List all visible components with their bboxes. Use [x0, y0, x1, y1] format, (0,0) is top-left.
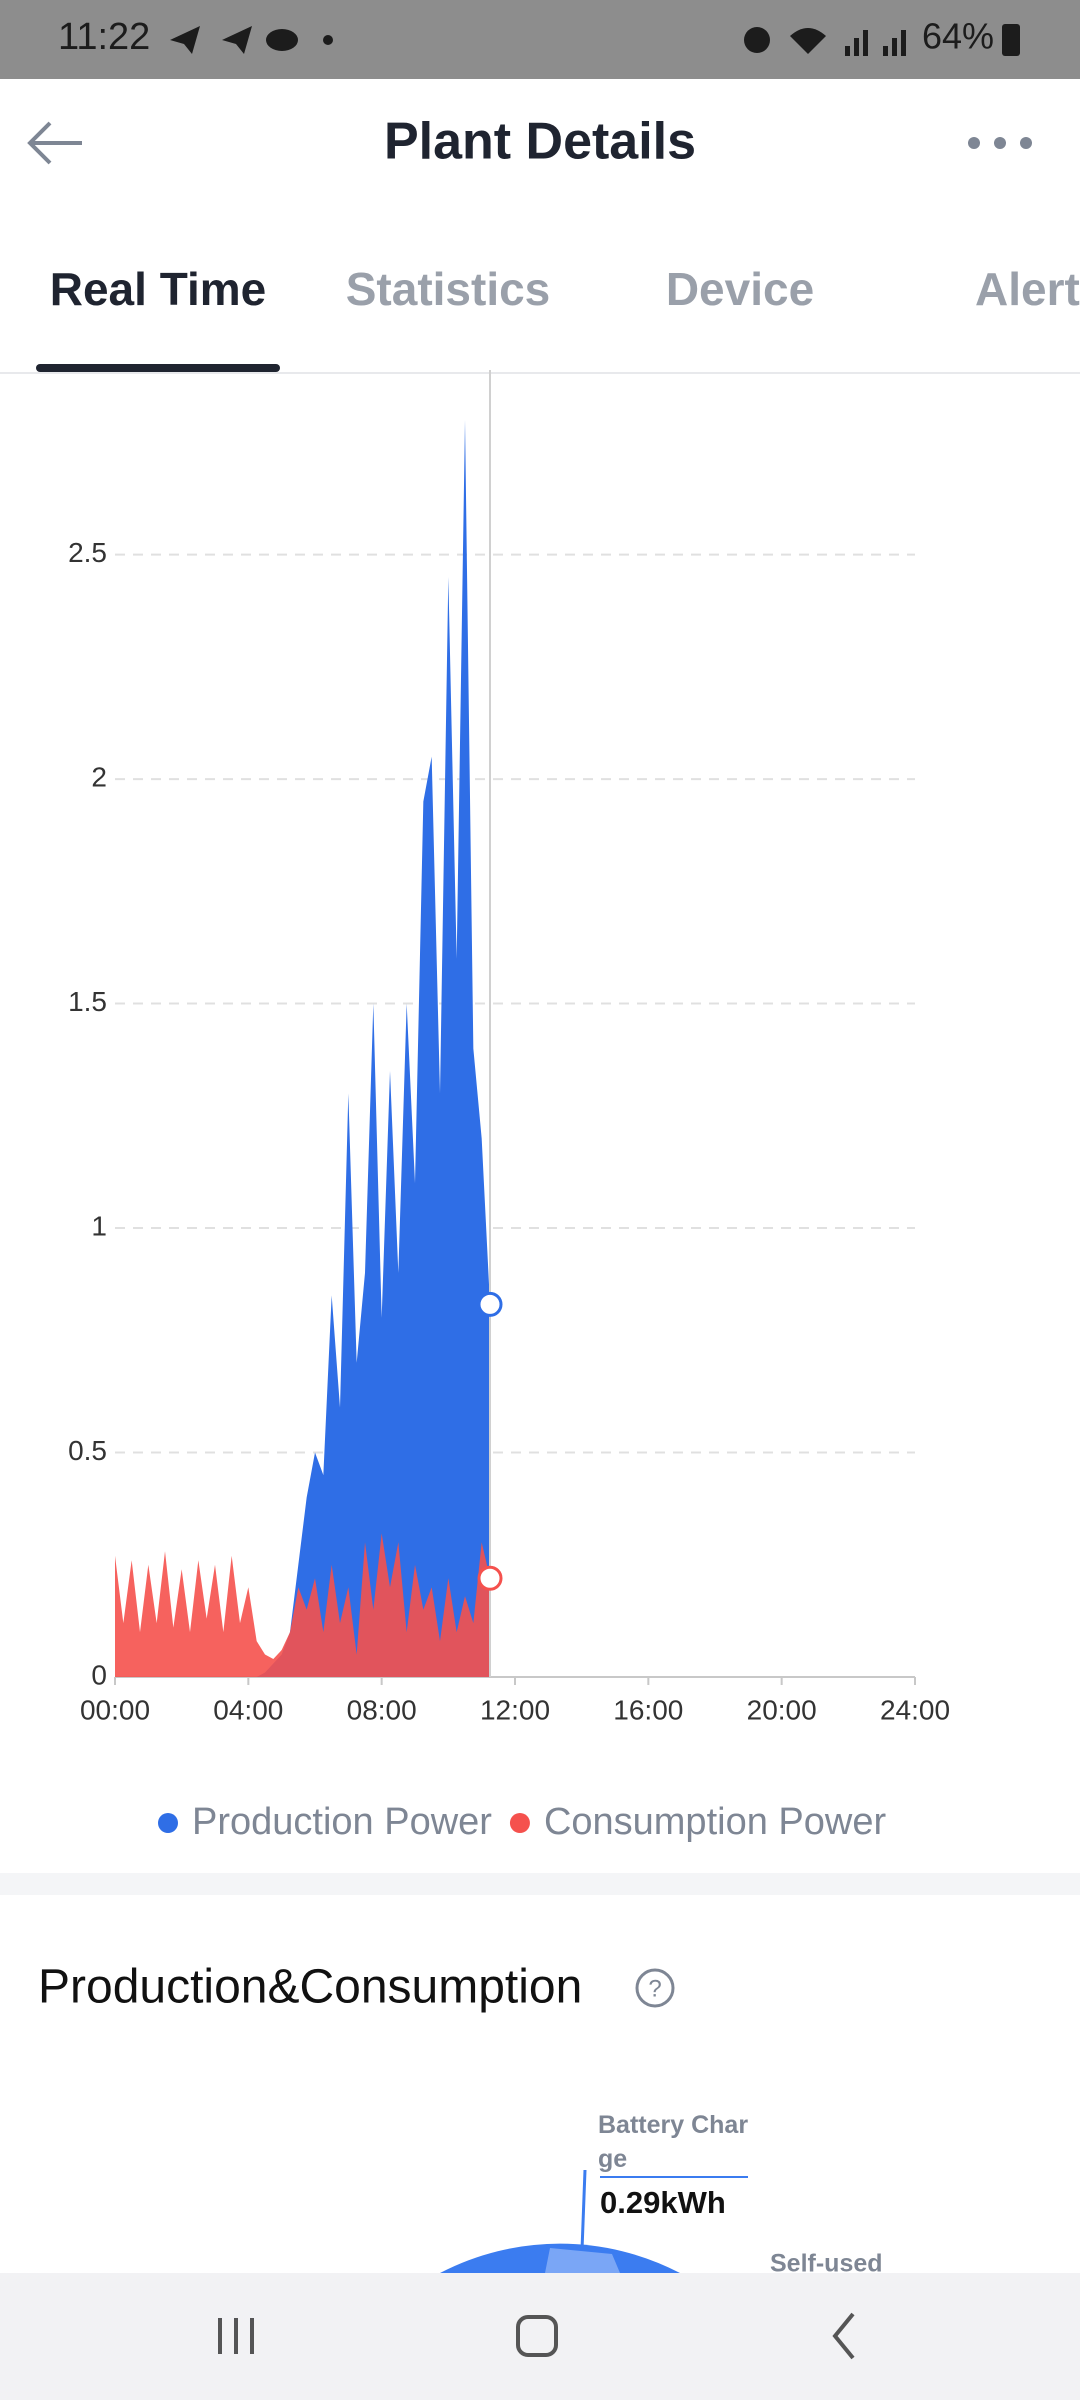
- y-tick-label: 2.5: [68, 537, 107, 568]
- y-tick-label: 1.5: [68, 986, 107, 1017]
- nav-recents[interactable]: [218, 2318, 254, 2354]
- nav-back[interactable]: [832, 2312, 855, 2360]
- tab[interactable]: Real Time: [50, 263, 266, 315]
- legend-label: Consumption Power: [544, 1801, 887, 1843]
- nav-buttons: [218, 2312, 855, 2360]
- x-tick-label: 16:00: [613, 1694, 683, 1725]
- x-tick-label: 04:00: [213, 1694, 283, 1725]
- y-tick-label: 0.5: [68, 1435, 107, 1466]
- x-tick-label: 12:00: [480, 1694, 550, 1725]
- tab-divider: [0, 372, 1080, 374]
- x-tick-label: 24:00: [880, 1694, 950, 1725]
- x-tick-label: 20:00: [747, 1694, 817, 1725]
- legend-swatch: [509, 1813, 530, 1833]
- status-icons: [170, 24, 1020, 56]
- area: [115, 1533, 490, 1677]
- leader-line: [580, 2169, 587, 2251]
- cursor-marker: [477, 1291, 503, 1317]
- back-button[interactable]: [27, 121, 82, 165]
- y-tick-label: 1: [91, 1210, 107, 1241]
- chart: 0 0.5 1 1.5 2 2.5 00:00 04:00 08:00 12:00 16:00 20:…: [68, 370, 950, 1843]
- header-title: Plant Details: [384, 113, 696, 171]
- nav-home[interactable]: [516, 2315, 558, 2357]
- cursor-marker: [477, 1565, 503, 1591]
- status-bar: [0, 0, 1080, 79]
- donut-label: Self-used: [770, 2250, 883, 2278]
- legend-swatch: [158, 1813, 178, 1833]
- y-tick-label: 0: [91, 1659, 107, 1690]
- status-battery: 64%: [922, 16, 994, 57]
- section-divider: [0, 1873, 1080, 1895]
- y-tick-label: 2: [91, 761, 107, 792]
- donut-label-box: Battery Charge: [598, 2111, 749, 2173]
- nav-bar: [0, 2273, 1080, 2400]
- status-time: 11:22: [58, 16, 150, 58]
- tab[interactable]: Statistics: [346, 263, 551, 315]
- donut-value: 0.29kWh: [600, 2185, 726, 2220]
- help-icon[interactable]: ?: [635, 1968, 675, 2008]
- svg-text:?: ?: [648, 1975, 661, 2002]
- tab[interactable]: Device: [666, 263, 814, 315]
- area: [115, 419, 490, 1678]
- x-tick-label: 00:00: [80, 1694, 150, 1725]
- legend-label: Production Power: [192, 1801, 492, 1843]
- tab[interactable]: Alert: [975, 263, 1080, 315]
- x-tick-label: 08:00: [347, 1694, 417, 1725]
- donut-segment: [545, 2248, 620, 2273]
- section-title: Production&Consumption: [38, 1961, 582, 2014]
- more-button[interactable]: [968, 137, 1032, 149]
- tab-indicator: [36, 364, 280, 372]
- donut-label: Battery Charge: [598, 2111, 749, 2173]
